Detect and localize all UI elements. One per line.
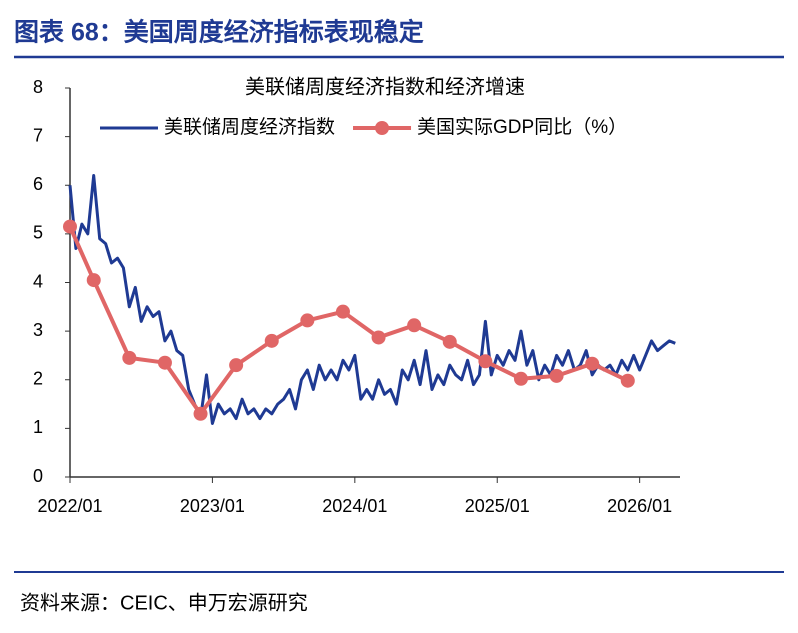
legend-marker (375, 121, 390, 135)
point (63, 219, 77, 234)
y-tick-label: 4 (33, 271, 43, 291)
x-tick-label: 2025/01 (465, 496, 530, 516)
point (335, 304, 350, 319)
point (157, 355, 172, 370)
point (371, 330, 386, 345)
x-tick-label: 2024/01 (322, 496, 387, 516)
point (229, 358, 244, 373)
legend-label: 美国实际GDP同比（%） (417, 116, 627, 138)
point (122, 350, 137, 365)
y-tick-label: 8 (33, 77, 43, 97)
point (620, 373, 635, 388)
point (193, 406, 208, 421)
page-title: 图表 68：美国周度经济指标表现稳定 (14, 18, 424, 47)
point (478, 354, 493, 369)
x-tick-label: 2026/01 (607, 496, 672, 516)
y-tick-label: 5 (33, 223, 43, 243)
point (442, 334, 457, 349)
x-tick-label: 2023/01 (180, 496, 245, 516)
point (264, 333, 279, 348)
legend-label: 美联储周度经济指数 (164, 116, 335, 138)
point (549, 368, 564, 383)
y-tick-label: 2 (33, 369, 43, 389)
series-line (68, 174, 676, 425)
x-tick-label: 2022/01 (37, 496, 102, 516)
series-line (68, 225, 629, 416)
y-tick-label: 1 (33, 417, 43, 437)
point (86, 273, 101, 288)
point (513, 371, 528, 386)
point (300, 313, 315, 328)
y-tick-label: 3 (33, 320, 43, 340)
point (585, 356, 600, 371)
y-tick-label: 0 (33, 466, 43, 486)
y-tick-label: 6 (33, 174, 43, 194)
source-note: 资料来源：CEIC、申万宏源研究 (20, 591, 308, 614)
point (407, 318, 422, 333)
y-tick-label: 7 (33, 125, 43, 145)
chart-title: 美联储周度经济指数和经济增速 (245, 75, 525, 98)
